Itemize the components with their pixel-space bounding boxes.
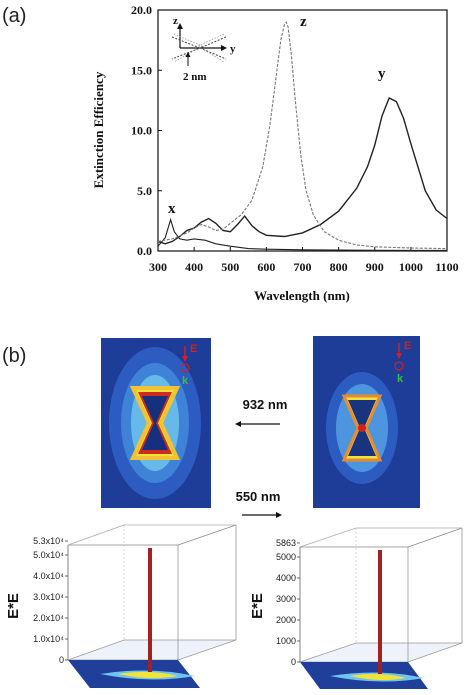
series-line-x bbox=[157, 217, 447, 251]
arrowhead-932 bbox=[235, 421, 241, 427]
inset-rod-outline bbox=[173, 33, 225, 63]
k-symbol-right bbox=[394, 361, 404, 371]
x-tick-label: 600 bbox=[257, 260, 275, 274]
x-tick-label: 700 bbox=[294, 260, 312, 274]
surface-tick-label: 0 bbox=[59, 655, 64, 665]
k-label-left: k bbox=[182, 375, 189, 387]
e-arrowhead-left bbox=[182, 356, 188, 362]
y-tick-label: 20.0 bbox=[131, 3, 152, 17]
wavelength-550-label: 550 nm bbox=[236, 489, 281, 504]
series-line-z bbox=[157, 20, 448, 250]
surface-left-ticks: 0 1.0x10⁴ 2.0x10⁴ 3.0x10⁴ 4.0x10⁴ 5.0x10⁴ 5.3x… bbox=[33, 536, 68, 665]
surface-tick-label: 1.0x10⁴ bbox=[33, 634, 64, 644]
polarization-right: E k bbox=[394, 340, 411, 385]
inset-dimension-label: 2 nm bbox=[183, 71, 207, 83]
surface-left-top-right bbox=[177, 524, 237, 546]
surface-tick-label: 4000 bbox=[276, 573, 296, 583]
surface-plot-left: 0 1.0x10⁴ 2.0x10⁴ 3.0x10⁴ 4.0x10⁴ 5.0x10⁴ 5.3x… bbox=[5, 524, 237, 688]
x-tick-label: 800 bbox=[330, 260, 348, 274]
surface-left-top-left bbox=[67, 524, 125, 546]
surface-tick-label: 5863 bbox=[276, 538, 296, 548]
surface-right-floor-hot bbox=[350, 673, 406, 681]
curve-label-z: z bbox=[300, 14, 307, 30]
wavelength-arrows: 932 nm 550 nm bbox=[235, 397, 287, 518]
surface-tick-label: 3000 bbox=[276, 594, 296, 604]
curve-label-y: y bbox=[378, 66, 386, 82]
curve-label-x: x bbox=[168, 201, 176, 217]
inset-width-arrowhead bbox=[185, 52, 191, 57]
e-label-right: E bbox=[404, 340, 411, 352]
inset-rod-shape bbox=[171, 36, 227, 60]
x-tick-label: 400 bbox=[185, 260, 203, 274]
surface-left-axis-label: E*E bbox=[5, 593, 22, 619]
inset-y-arrowhead bbox=[221, 45, 227, 51]
surface-tick-label: 5.3x10⁴ bbox=[33, 536, 64, 546]
inset-z-label: z bbox=[173, 15, 178, 27]
surface-tick-label: 2000 bbox=[276, 615, 296, 625]
k-label-right: k bbox=[397, 373, 404, 385]
nanorod-inset: z y 2 nm bbox=[171, 15, 236, 83]
surface-tick-label: 3.0x10⁴ bbox=[33, 592, 64, 602]
surface-left-spike bbox=[148, 548, 152, 672]
x-tick-label: 300 bbox=[149, 260, 167, 274]
field-map-left bbox=[101, 338, 211, 508]
x-axis-title: Wavelength (nm) bbox=[254, 288, 350, 303]
series-layer bbox=[157, 20, 448, 251]
field-map-right bbox=[313, 336, 420, 508]
y-tick-label: 10.0 bbox=[131, 124, 152, 138]
y-tick-label: 0.0 bbox=[137, 244, 152, 258]
surface-tick-label: 1000 bbox=[276, 636, 296, 646]
y-tick-label: 15.0 bbox=[131, 63, 152, 77]
y-ticks: 0.0 5.0 10.0 15.0 20.0 bbox=[131, 3, 162, 258]
surface-right-top-left bbox=[299, 527, 357, 548]
inset-z-arrowhead bbox=[177, 23, 183, 29]
x-tick-label: 500 bbox=[221, 260, 239, 274]
map-left-rod bbox=[142, 396, 168, 450]
wavelength-932-label: 932 nm bbox=[243, 397, 288, 412]
x-tick-label: 1000 bbox=[399, 260, 423, 274]
x-tick-label: 1100 bbox=[435, 260, 458, 274]
surface-right-spike bbox=[378, 550, 382, 674]
surface-tick-label: 5.0x10⁴ bbox=[33, 550, 64, 560]
panel-a-label: (a) bbox=[2, 5, 26, 27]
surface-tick-label: 4.0x10⁴ bbox=[33, 571, 64, 581]
surface-plot-right: 0 1000 2000 3000 4000 5000 5863 E*E bbox=[249, 527, 463, 689]
surface-tick-label: 0 bbox=[291, 657, 296, 667]
surface-tick-label: 5000 bbox=[276, 552, 296, 562]
y-axis-title: Extinction Efficiency bbox=[91, 71, 106, 188]
surface-left-floor-hot bbox=[118, 671, 178, 679]
surface-right-ticks: 0 1000 2000 3000 4000 5000 5863 bbox=[276, 538, 300, 667]
e-label-left: E bbox=[190, 343, 197, 355]
x-tick-label: 900 bbox=[366, 260, 384, 274]
extinction-chart: 300 400 500 600 700 800 900 1000 1100 0.0 5.0 10.0… bbox=[91, 3, 459, 303]
y-tick-label: 5.0 bbox=[137, 184, 152, 198]
k-symbol-left bbox=[180, 363, 190, 373]
surface-right-top-right bbox=[407, 527, 463, 548]
map-right-hotspot bbox=[358, 424, 366, 432]
inset-y-label: y bbox=[230, 43, 236, 55]
surface-right-axis-label: E*E bbox=[249, 593, 266, 619]
arrowhead-550 bbox=[276, 512, 282, 518]
panel-b-label: (b) bbox=[2, 345, 26, 367]
e-arrowhead-right bbox=[396, 353, 402, 359]
surface-tick-label: 2.0x10⁴ bbox=[33, 613, 64, 623]
polarization-left: E k bbox=[180, 343, 197, 387]
series-line-y bbox=[157, 97, 448, 245]
